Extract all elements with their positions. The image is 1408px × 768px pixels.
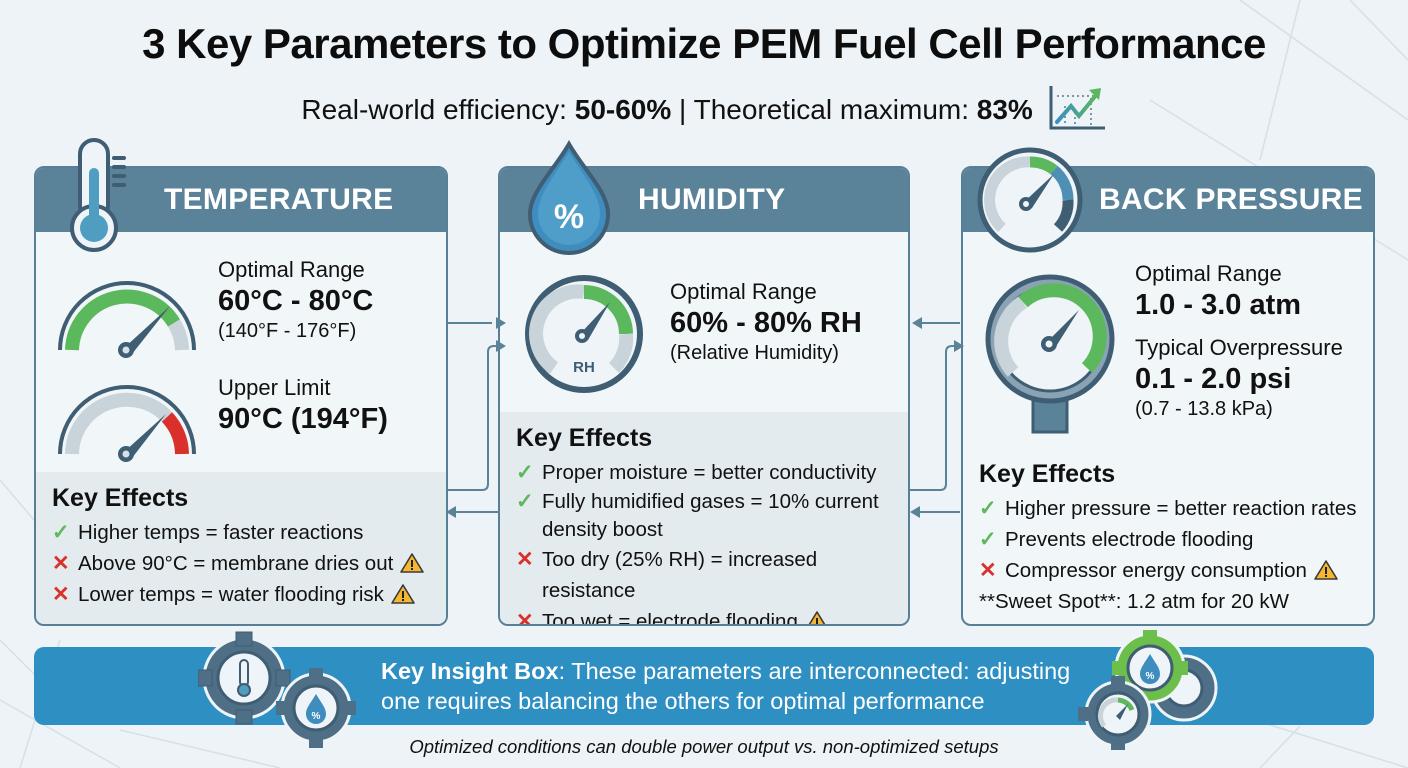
header-gauge-icon [976, 146, 1084, 259]
temperature-effects: Key Effects ✓ Higher temps = faster react… [36, 472, 446, 624]
trending-up-chart-icon [1047, 84, 1107, 139]
humidity-optimal-value: 60% - 80% RH [670, 307, 862, 339]
warning-icon [400, 553, 425, 573]
effects-title: Key Effects [516, 424, 653, 452]
footer-note: Optimized conditions can double power ou… [409, 736, 999, 757]
subtitle-prefix: Real-world efficiency: [301, 93, 575, 125]
effect-item: ✓ Fully humidified gases = 10% current de… [516, 490, 879, 541]
theoretical-maximum: 83% [976, 93, 1033, 125]
effects-title: Key Effects [52, 484, 189, 512]
warning-icon [1314, 560, 1338, 580]
check-icon: ✓ [979, 497, 997, 520]
real-world-efficiency: 50-60% [574, 93, 672, 125]
svg-text:%: % [312, 711, 321, 722]
effect-item: ✕ Above 90°C = membrane dries out [52, 548, 430, 579]
humidity-effects: Key Effects ✓ Proper moisture = better co… [500, 412, 908, 624]
temperature-limit-label: Upper Limit [218, 375, 331, 400]
humidity-title: HUMIDITY [638, 183, 786, 216]
humidity-gauge-icon: RH [522, 272, 646, 401]
pressure-optimal-label: Optimal Range [1135, 261, 1282, 286]
cross-icon: ✕ [979, 559, 997, 582]
effect-item: ✕ Too wet = electrode flooding [516, 606, 892, 626]
cross-icon: ✕ [516, 610, 534, 626]
temperature-optimal-label: Optimal Range [218, 257, 365, 282]
subtitle-separator: | Theoretical maximum: [671, 93, 977, 125]
pressure-gauge-icon [983, 272, 1117, 447]
check-icon: ✓ [52, 521, 70, 544]
effect-item: ✓ Proper moisture = better conductivity [516, 457, 892, 488]
page-title: 3 Key Parameters to Optimize PEM Fuel Ce… [142, 20, 1266, 67]
cross-icon: ✕ [52, 552, 70, 575]
pressure-effects: Key Effects ✓ Higher pressure = better re… [963, 448, 1373, 624]
effect-item: ✓ Higher pressure = better reaction rates [979, 493, 1357, 524]
effect-item: ✕ Lower temps = water flooding risk [52, 579, 430, 610]
temperature-optimal-value: 60°C - 80°C [218, 285, 374, 317]
water-drop-percent-icon: % [524, 140, 614, 261]
gears-temperature-humidity-icon: % [198, 631, 356, 748]
cross-icon: ✕ [516, 548, 534, 571]
temperature-optimal-fahrenheit: (140°F - 176°F) [218, 320, 357, 342]
upper-limit-gauge-icon [52, 372, 202, 467]
pressure-title: BACK PRESSURE [1099, 183, 1363, 216]
temperature-limit-value: 90°C (194°F) [218, 403, 388, 435]
connector-arrows-left [446, 317, 506, 518]
optimal-gauge-icon [52, 268, 202, 363]
key-insight-text: Key Insight Box: These parameters are in… [381, 656, 1081, 716]
gears-humidity-pressure-icon: % [1078, 630, 1218, 750]
warning-icon [391, 584, 415, 604]
effect-item: ✕ Too dry (25% RH) = increased resistance [516, 544, 892, 606]
temperature-title: TEMPERATURE [164, 183, 394, 216]
check-icon: ✓ [516, 490, 534, 513]
overpressure-kpa: (0.7 - 13.8 kPa) [1135, 398, 1273, 420]
cross-icon: ✕ [52, 583, 70, 606]
svg-text:%: % [1146, 671, 1155, 682]
check-icon: ✓ [979, 528, 997, 551]
efficiency-subtitle: Real-world efficiency: 50-60% | Theoreti… [0, 84, 1408, 139]
thermometer-icon [66, 136, 136, 261]
effects-title: Key Effects [979, 460, 1116, 488]
overpressure-label: Typical Overpressure [1135, 335, 1343, 360]
pressure-optimal-value: 1.0 - 3.0 atm [1135, 289, 1302, 321]
insight-label: Key Insight Box [381, 658, 559, 684]
warning-icon [808, 611, 826, 624]
check-icon: ✓ [516, 461, 534, 484]
svg-text:%: % [554, 198, 584, 236]
effect-item: ✕ Compressor energy consumption [979, 555, 1357, 586]
gauge-rh-label: RH [573, 359, 595, 376]
effect-item: ✓ Higher temps = faster reactions [52, 517, 430, 548]
humidity-optimal-sub: (Relative Humidity) [670, 342, 839, 364]
humidity-optimal-label: Optimal Range [670, 279, 817, 304]
connector-arrows-right [910, 317, 964, 518]
insight-body: : These parameters are interconnected: a… [381, 658, 1071, 714]
overpressure-value: 0.1 - 2.0 psi [1135, 363, 1292, 395]
sweet-spot-note: **Sweet Spot**: 1.2 atm for 20 kW system [979, 590, 1289, 624]
effect-item: ✓ Prevents electrode flooding [979, 524, 1357, 555]
